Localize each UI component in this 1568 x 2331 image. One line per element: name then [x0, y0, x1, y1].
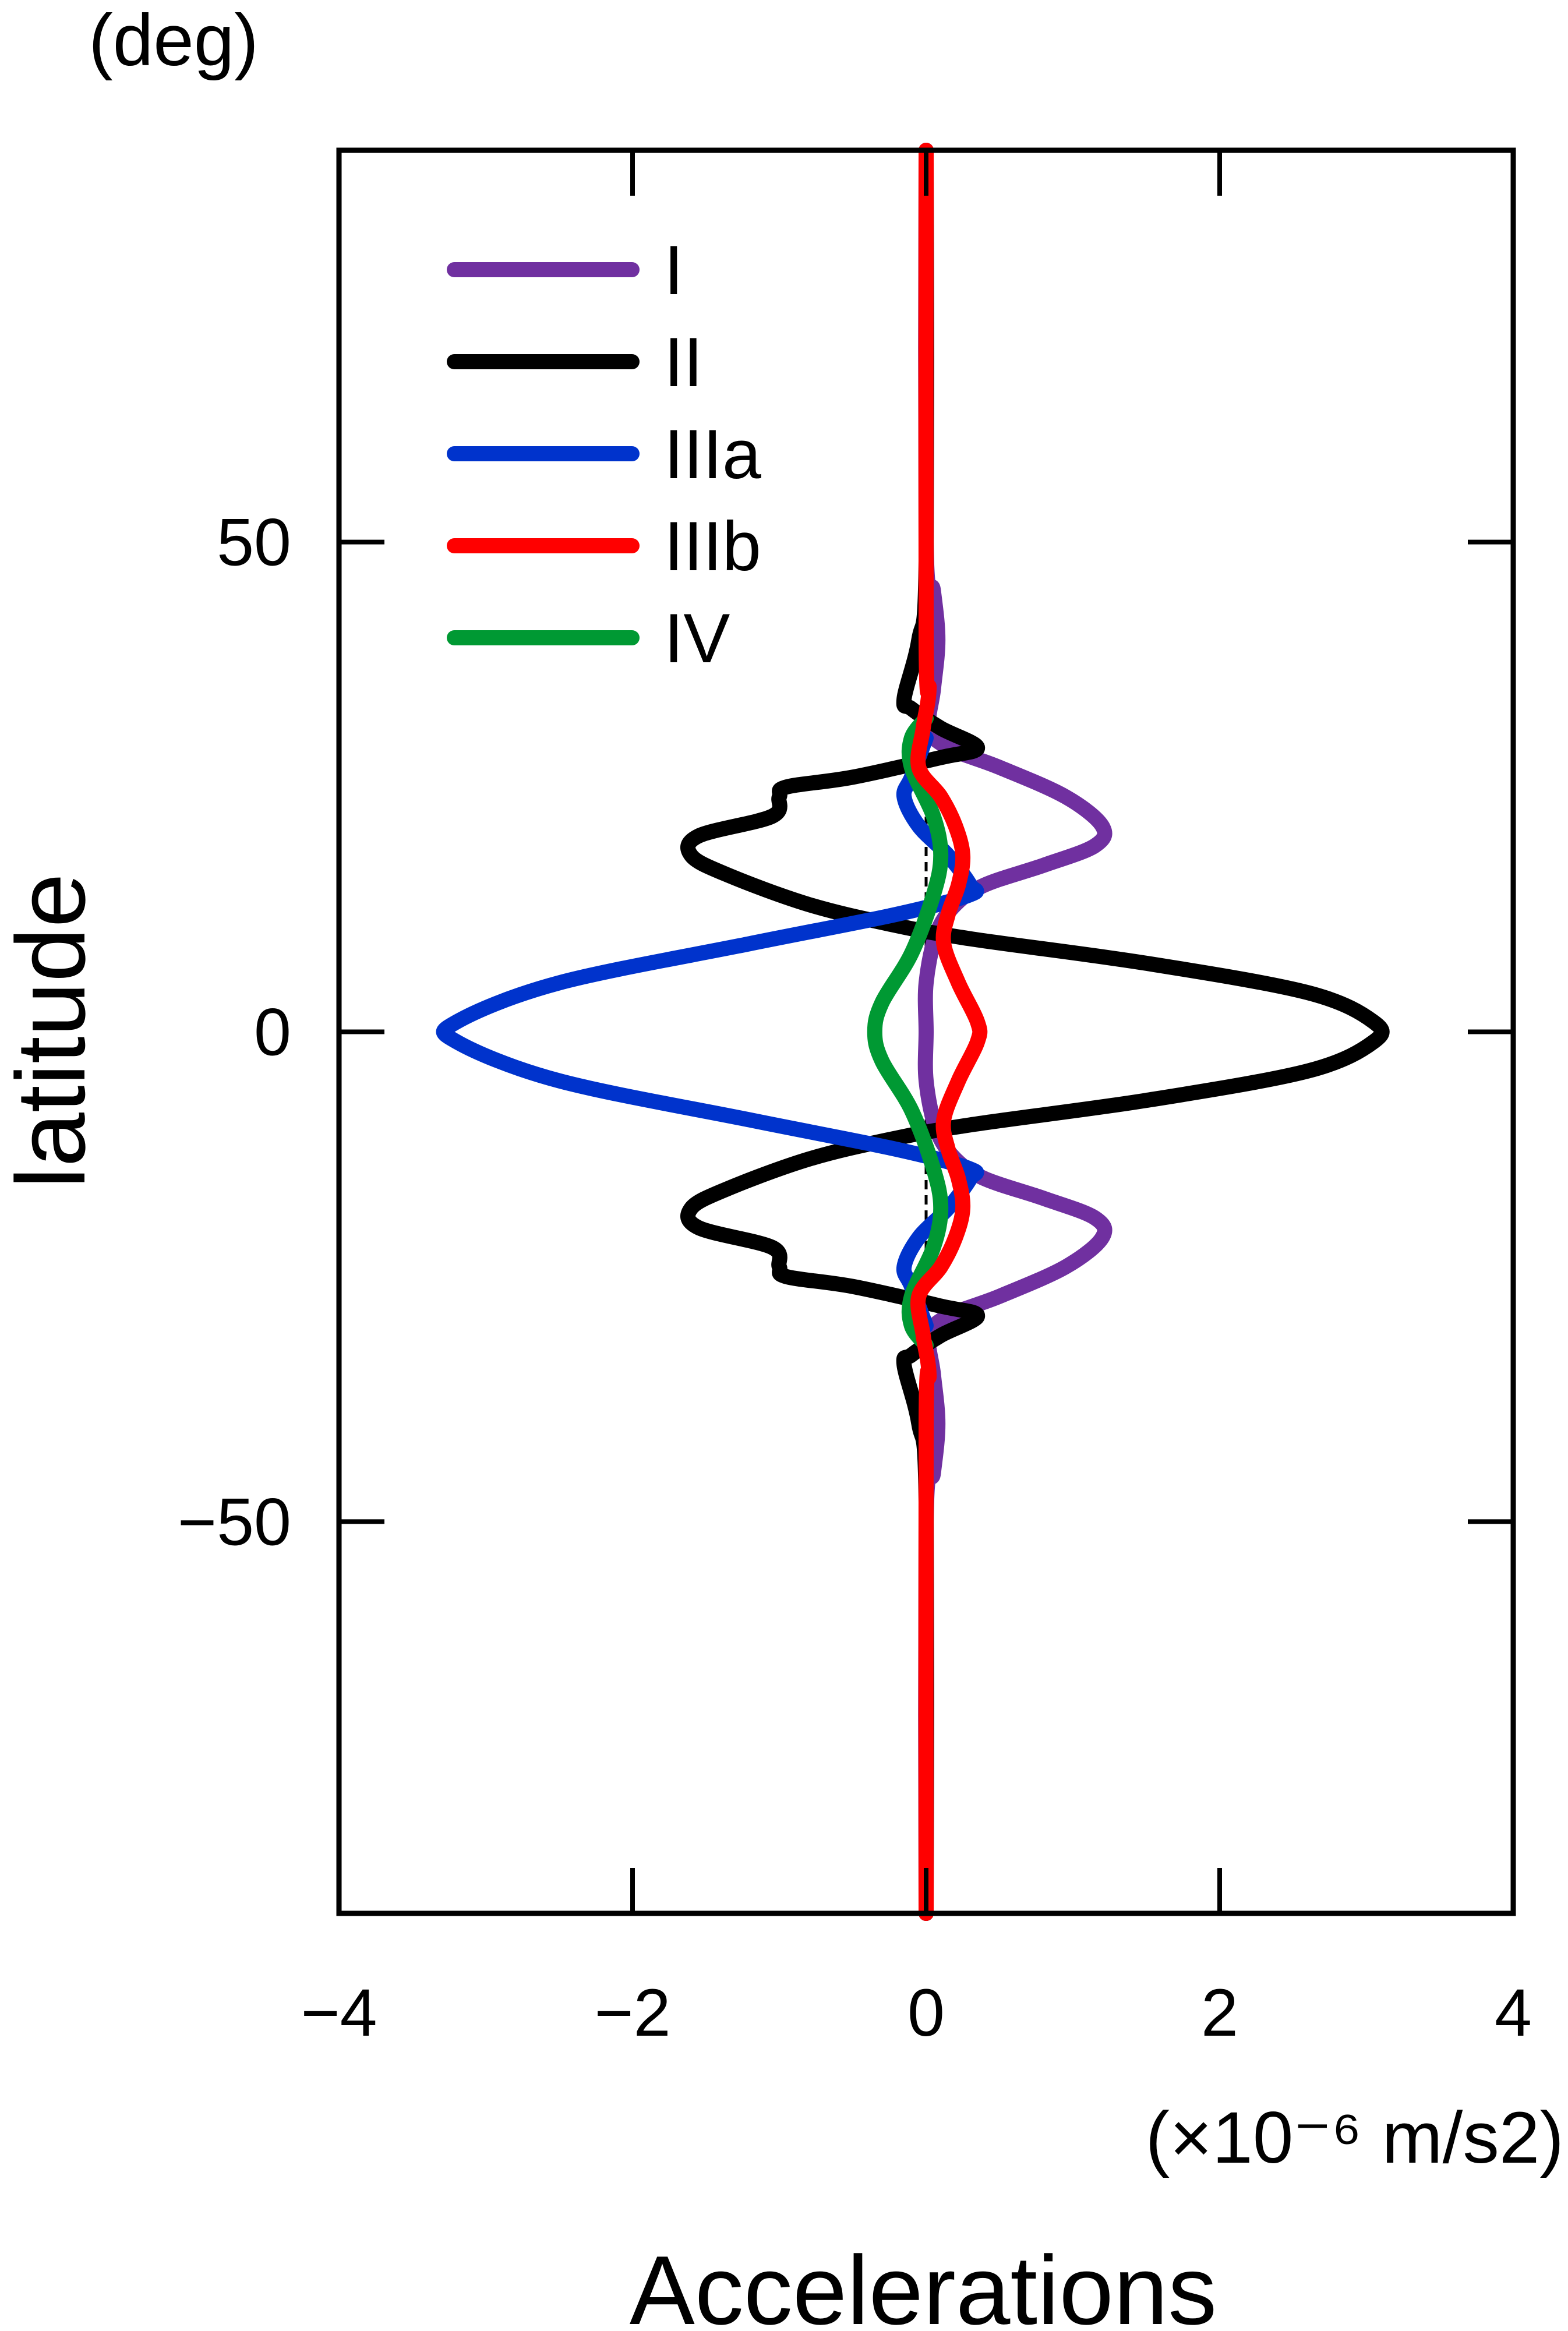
- y-tick-label: 0: [254, 995, 291, 1070]
- x-axis-title: Accelerations: [630, 2235, 1217, 2331]
- series-line-IIIb: [910, 143, 988, 1921]
- legend-label-IIIb: IIIb: [664, 507, 761, 585]
- legend-label-IV: IV: [664, 599, 730, 677]
- x-tick-label: 0: [907, 1976, 945, 2050]
- x-tick-label: 2: [1201, 1976, 1238, 2050]
- legend-label-I: I: [664, 231, 683, 309]
- y-unit-label: (deg): [89, 0, 259, 81]
- x-unit-label: (×10⁻⁶ m/s2): [1146, 2097, 1564, 2178]
- y-tick-label: 50: [217, 506, 291, 580]
- series-layer: [436, 143, 1390, 1921]
- y-axis-title: latitude: [0, 873, 105, 1189]
- series-line-I: [917, 143, 1113, 1921]
- legend-label-II: II: [664, 323, 703, 401]
- series-line-IV: [867, 711, 949, 1353]
- plot-area: [436, 143, 1390, 1921]
- x-tick-label: −4: [301, 1976, 377, 2050]
- x-tick-label: 4: [1495, 1976, 1532, 2050]
- y-tick-label: −50: [178, 1485, 291, 1559]
- ticks-layer: −4 −2 0 2 4 −50 0 50: [178, 150, 1532, 2050]
- x-tick-label: −2: [594, 1976, 670, 2050]
- series-line-II: [680, 143, 1390, 1921]
- legend-label-IIIa: IIIa: [664, 415, 761, 493]
